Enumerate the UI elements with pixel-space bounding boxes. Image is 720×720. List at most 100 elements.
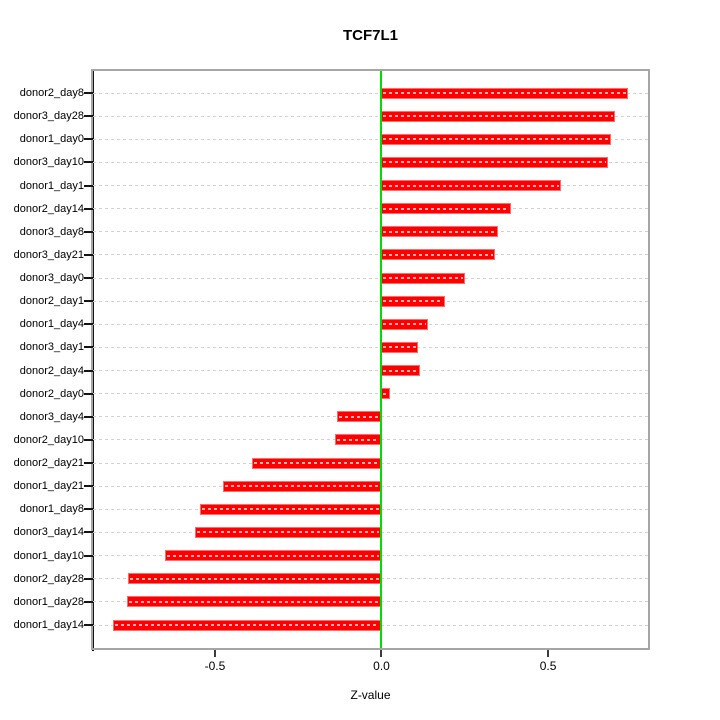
- gridline: [93, 323, 648, 325]
- gridline: [93, 393, 648, 395]
- bar-grid-overlay: [383, 323, 427, 326]
- y-tick-mark: [84, 115, 93, 118]
- y-tick-mark: [84, 230, 93, 233]
- bar-grid-overlay: [383, 138, 610, 141]
- y-tick-mark: [84, 346, 93, 349]
- y-axis-label: donor1_day10: [13, 549, 84, 562]
- bar-donor1_day28: [126, 596, 382, 608]
- y-axis-label: donor3_day8: [19, 225, 84, 238]
- x-tick-mark: [213, 650, 216, 657]
- bar-grid-overlay: [383, 207, 510, 210]
- gridline: [93, 138, 648, 140]
- y-axis-label: donor1_day14: [13, 619, 84, 631]
- y-tick-mark: [84, 392, 93, 395]
- bar-grid-overlay: [196, 531, 380, 534]
- bar-grid-overlay: [383, 253, 493, 256]
- bar-donor1_day1: [381, 180, 562, 192]
- bar-grid-overlay: [338, 415, 380, 418]
- bar-grid-overlay: [383, 300, 443, 303]
- bar-donor3_day1: [381, 341, 419, 353]
- y-axis-label: donor3_day21: [13, 248, 84, 261]
- x-tick-mark: [547, 650, 550, 657]
- bar-donor2_day1: [381, 295, 445, 307]
- bar-donor1_day8: [199, 503, 382, 515]
- x-tick-label: 0.0: [373, 659, 390, 673]
- y-tick-mark: [84, 92, 93, 94]
- bar-grid-overlay: [336, 438, 380, 441]
- x-tick-label: -0.5: [204, 659, 226, 673]
- x-axis-title: Z-value: [350, 688, 391, 702]
- y-tick-mark: [84, 323, 93, 326]
- x-tick-label: 0.5: [539, 659, 557, 673]
- bar-donor2_day0: [381, 388, 390, 400]
- gridline: [93, 92, 648, 94]
- y-tick-mark: [84, 508, 93, 511]
- y-axis-label: donor2_day28: [13, 572, 84, 585]
- y-axis-label: donor3_day4: [19, 410, 84, 423]
- y-tick-mark: [84, 438, 93, 441]
- gridline: [93, 208, 648, 210]
- gridline: [93, 346, 648, 348]
- y-axis-label: donor3_day14: [13, 526, 84, 539]
- y-tick-mark: [84, 415, 93, 418]
- y-axis-label: donor2_day21: [13, 457, 84, 470]
- gridline: [93, 231, 648, 233]
- y-tick-mark: [84, 531, 93, 534]
- bar-grid-overlay: [383, 230, 497, 233]
- bar-grid-overlay: [383, 277, 463, 280]
- bar-donor1_day4: [381, 318, 429, 330]
- y-axis-label: donor3_day10: [13, 156, 84, 169]
- bar-grid-overlay: [130, 577, 380, 580]
- zero-line: [380, 71, 383, 648]
- y-axis-label: donor3_day0: [19, 272, 84, 285]
- plot-area: [84, 71, 648, 648]
- y-axis-label: donor1_day8: [19, 503, 84, 516]
- gridline: [93, 370, 648, 372]
- bar-donor1_day0: [381, 133, 612, 145]
- bar-donor2_day28: [128, 573, 382, 585]
- y-axis-label: donor2_day10: [13, 433, 84, 446]
- y-tick-mark: [84, 277, 93, 280]
- y-tick-mark: [84, 554, 93, 557]
- gridline: [93, 254, 648, 256]
- bar-donor3_day14: [194, 526, 382, 538]
- y-tick-mark: [84, 600, 93, 603]
- y-axis-label: donor1_day0: [19, 133, 84, 146]
- bar-donor2_day10: [334, 434, 382, 446]
- bar-donor1_day21: [223, 480, 382, 492]
- y-axis-label: donor2_day4: [19, 364, 84, 377]
- y-tick-mark: [84, 253, 93, 256]
- y-tick-mark: [84, 184, 93, 187]
- y-axis-label: donor2_day0: [19, 387, 84, 400]
- y-tick-mark: [84, 462, 93, 465]
- bar-grid-overlay: [383, 115, 613, 118]
- bar-grid-overlay: [253, 462, 380, 465]
- bar-donor2_day4: [381, 365, 420, 377]
- x-tick-mark: [380, 650, 383, 657]
- bar-grid-overlay: [201, 508, 380, 511]
- y-tick-mark: [84, 624, 93, 626]
- bar-grid-overlay: [383, 161, 606, 164]
- gridline: [93, 115, 648, 117]
- y-tick-mark: [84, 577, 93, 580]
- gridline: [93, 161, 648, 163]
- y-axis-label: donor1_day21: [13, 480, 84, 493]
- y-axis-label: donor3_day28: [13, 110, 84, 123]
- y-tick-mark: [84, 369, 93, 372]
- gridline: [93, 300, 648, 302]
- y-tick-mark: [84, 207, 93, 210]
- gridline: [93, 185, 648, 187]
- bar-donor1_day10: [164, 550, 382, 562]
- y-axis-label: donor1_day4: [19, 318, 84, 331]
- bar-grid-overlay: [128, 600, 380, 603]
- bar-donor2_day21: [251, 457, 382, 469]
- y-tick-mark: [84, 300, 93, 303]
- y-axis-label: donor2_day14: [13, 202, 84, 215]
- bar-donor2_day14: [381, 203, 512, 215]
- bar-grid-overlay: [383, 92, 626, 94]
- chart-title: TCF7L1: [342, 27, 398, 44]
- bar-grid-overlay: [383, 346, 417, 349]
- y-tick-mark: [84, 161, 93, 164]
- y-axis-line: [92, 69, 94, 651]
- gridline: [93, 277, 648, 279]
